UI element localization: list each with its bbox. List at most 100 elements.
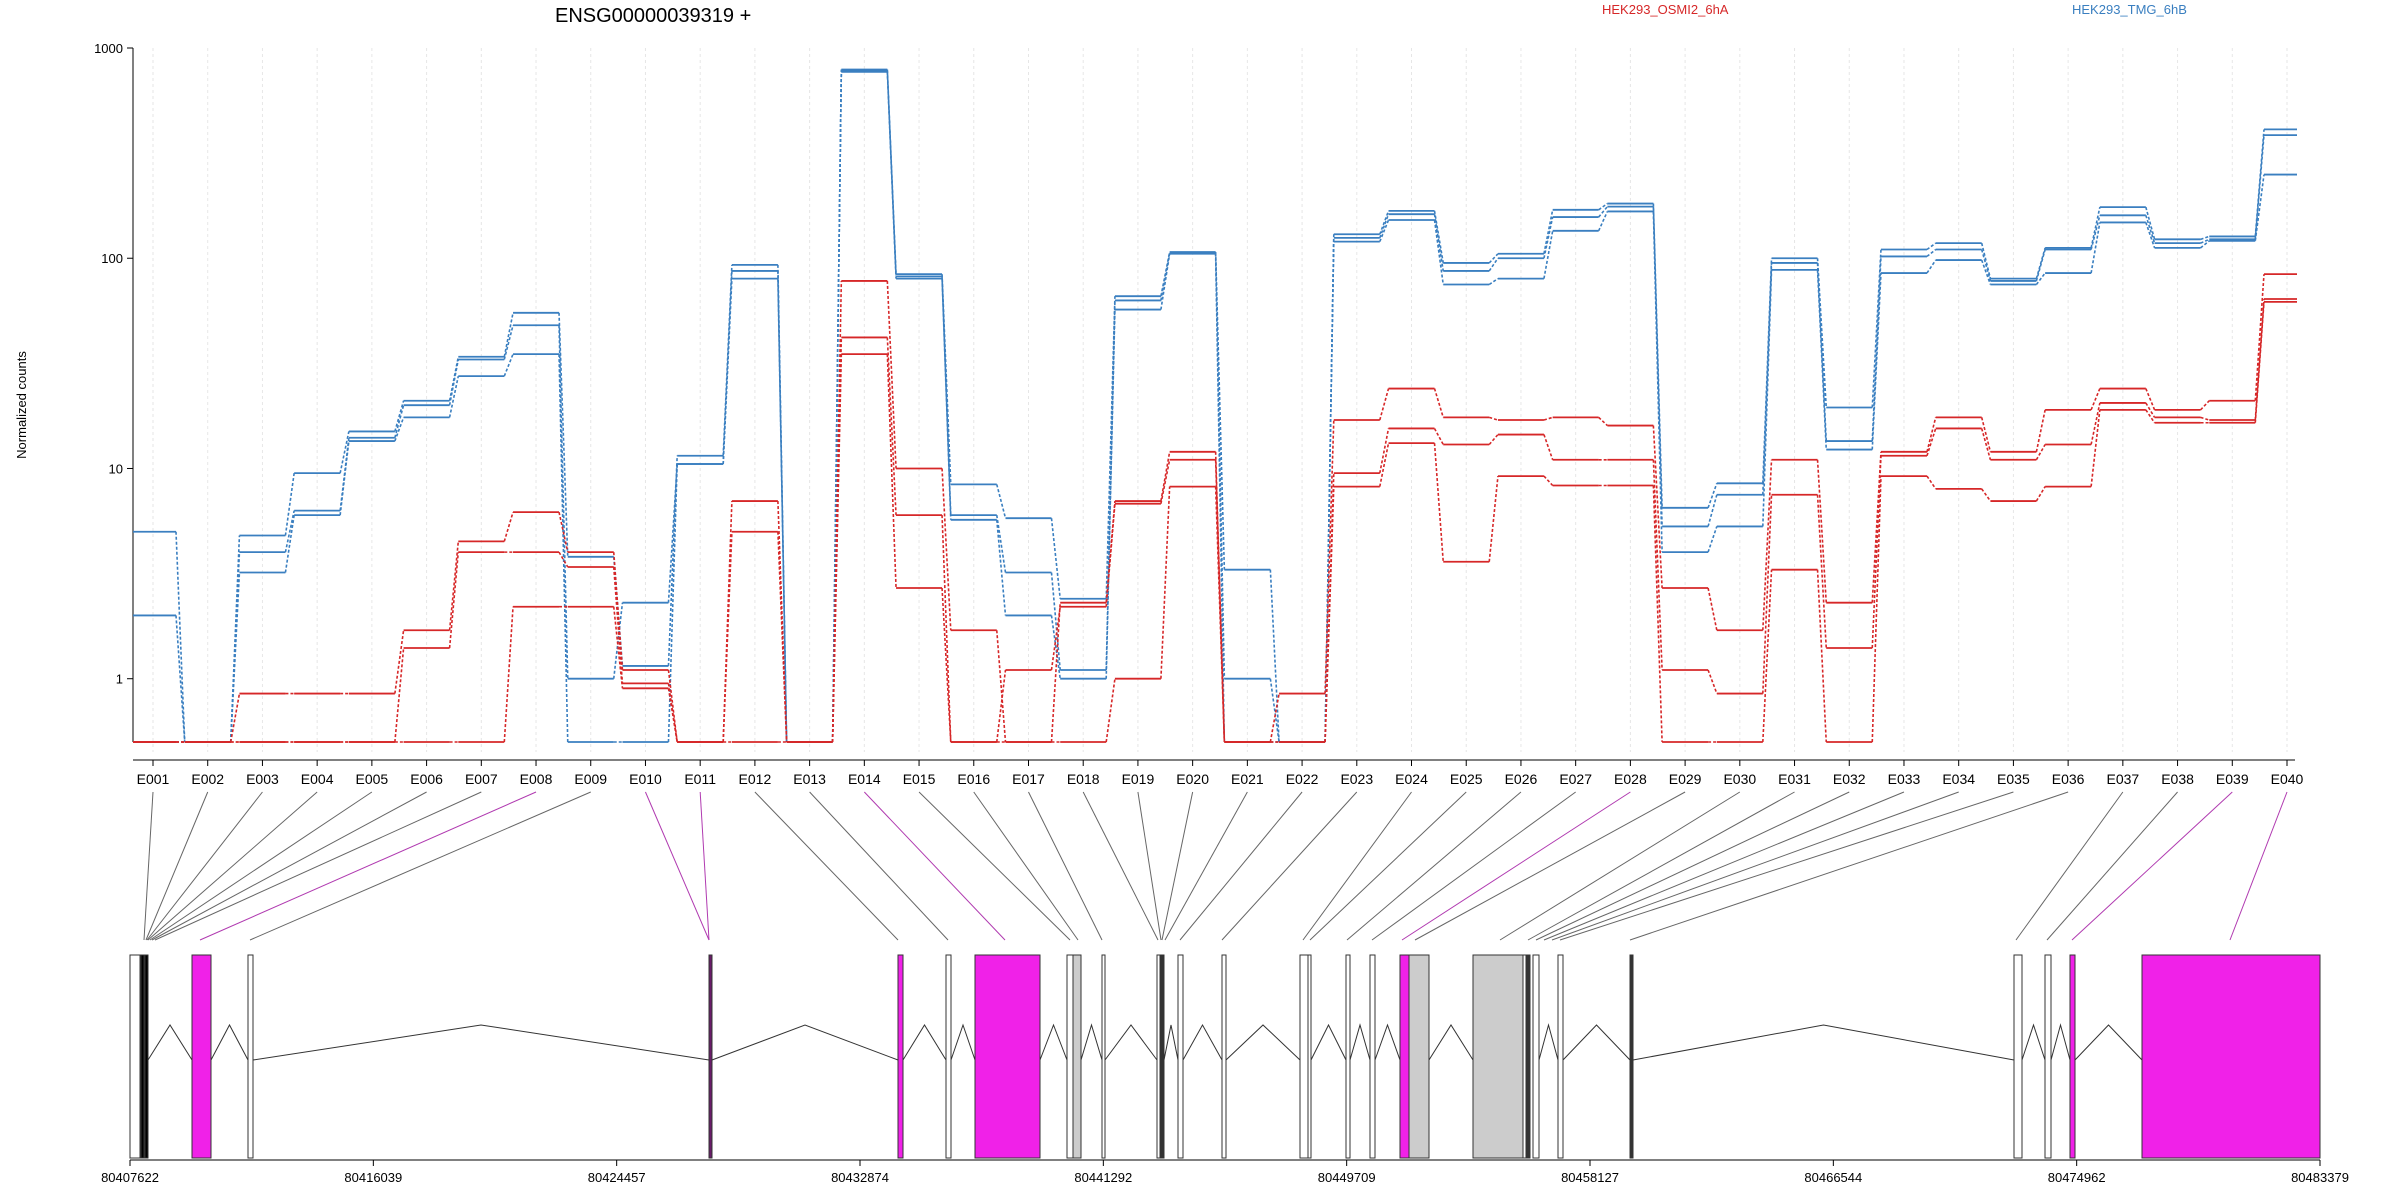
exon-box <box>1066 954 1074 1159</box>
exon-box <box>1526 954 1531 1159</box>
exon-box <box>2013 954 2023 1159</box>
x-tick-label: E020 <box>1176 771 1209 787</box>
series-transition <box>2090 402 2101 445</box>
chart-title: ENSG00000039319 + <box>555 5 751 27</box>
intron-line <box>950 1023 976 1061</box>
x-tick-label: E021 <box>1231 771 1264 787</box>
series-transition <box>1105 309 1116 679</box>
series-transition <box>503 312 514 357</box>
series-transition <box>1598 416 1608 427</box>
series-transition <box>1433 210 1445 264</box>
series-transition <box>941 587 952 743</box>
y-tick-label: 1 <box>116 672 123 687</box>
intron-line <box>147 1024 193 1061</box>
series-transition <box>1379 388 1390 421</box>
series-transition <box>1652 485 1663 743</box>
connector-E008 <box>199 791 537 941</box>
connector-E022 <box>1179 791 1303 941</box>
connector-E010 <box>645 791 710 941</box>
series-transition <box>2200 235 2210 241</box>
series-transition <box>1871 455 1882 649</box>
genomic-tick-label: 80458127 <box>1561 1170 1619 1185</box>
series-transition <box>1926 417 1937 453</box>
series-transition <box>2254 274 2265 401</box>
series-transition <box>2035 272 2046 285</box>
x-tick-label: E039 <box>2216 771 2249 787</box>
intron-line <box>2050 1023 2071 1061</box>
series-transition <box>394 400 405 432</box>
series-transition <box>1160 486 1171 679</box>
series-transition <box>1597 211 1609 232</box>
series-transition <box>394 647 405 743</box>
series-transition <box>1543 434 1554 461</box>
connector-E018 <box>1082 791 1159 941</box>
exon-box <box>1307 954 1312 1159</box>
connector-E028 <box>1401 791 1631 941</box>
series-transition <box>2145 409 2156 424</box>
series-transition <box>1269 678 1280 743</box>
series-transition <box>1324 486 1335 743</box>
series-transition <box>1214 486 1226 743</box>
series-tmg-0 <box>133 68 2297 743</box>
series-transition <box>1816 494 1828 649</box>
exon-box <box>1629 954 1634 1159</box>
series-transition <box>722 531 733 743</box>
exon-box <box>1221 954 1227 1159</box>
series-transition <box>503 353 514 377</box>
series-transition <box>394 404 405 438</box>
series-transition <box>558 325 569 679</box>
x-tick-label: E007 <box>465 771 498 787</box>
series-transition <box>2035 249 2046 282</box>
series-transition <box>1980 417 1992 453</box>
series-transition <box>394 630 405 694</box>
exon-box <box>1399 954 1410 1159</box>
x-tick-label: E034 <box>1942 771 1975 787</box>
series-transition <box>612 606 624 689</box>
gridlines <box>152 48 2288 752</box>
x-tick-label: E040 <box>2271 771 2304 787</box>
gene-model <box>129 954 2321 1159</box>
exon-box <box>247 954 254 1159</box>
series-transition <box>1379 213 1390 239</box>
intron-line <box>252 1024 710 1061</box>
series-transition <box>1816 459 1828 603</box>
intron-line <box>210 1023 249 1061</box>
series-transition <box>1433 214 1445 272</box>
series-transition <box>1324 241 1335 743</box>
x-tick-label: E029 <box>1669 771 1702 787</box>
x-tick-label: E012 <box>739 771 772 787</box>
connector-E014 <box>863 791 1006 941</box>
series-tmg-1 <box>133 69 2297 743</box>
series-transition <box>229 572 241 743</box>
series-transition <box>1269 693 1280 743</box>
series-transition <box>1762 569 1773 743</box>
y-axis-label: Normalized counts <box>14 351 29 459</box>
exon-box <box>140 954 145 1159</box>
series-transition <box>886 280 897 469</box>
genomic-tick-label: 80483379 <box>2291 1170 2349 1185</box>
connector-E037 <box>2015 791 2124 941</box>
series-transition <box>2035 444 2046 461</box>
x-tick-label: E030 <box>1723 771 1756 787</box>
genomic-tick-label: 80449709 <box>1318 1170 1376 1185</box>
series-transition <box>1707 587 1718 631</box>
x-tick-label: E005 <box>356 771 389 787</box>
series-transition <box>558 551 569 568</box>
x-tick-label: E004 <box>301 771 334 787</box>
exon-box <box>1101 954 1106 1159</box>
connector-E038 <box>2046 791 2178 941</box>
x-tick-label: E013 <box>793 771 826 787</box>
series-transition <box>1652 459 1663 671</box>
series-transition <box>448 552 460 649</box>
exon-box <box>1522 954 1527 1159</box>
series-transition <box>394 417 405 442</box>
exon-box <box>1345 954 1351 1159</box>
x-tick-label: E009 <box>574 771 607 787</box>
series-transition <box>1433 428 1444 445</box>
series-transition <box>995 630 1007 743</box>
series-transition <box>1707 483 1718 509</box>
exon-box <box>129 954 141 1159</box>
series-transition <box>1543 475 1554 487</box>
exon-box <box>897 954 904 1159</box>
